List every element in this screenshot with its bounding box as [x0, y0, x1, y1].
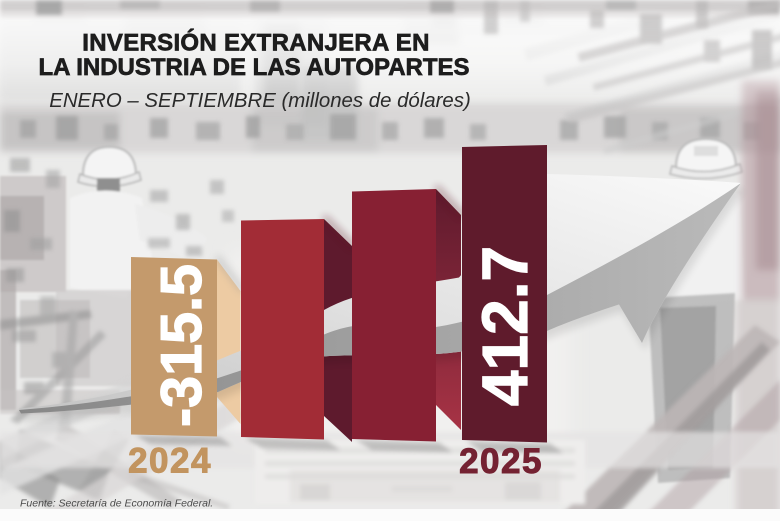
- svg-text:2025: 2025: [459, 442, 543, 481]
- svg-text:412.7: 412.7: [469, 246, 541, 406]
- svg-text:2024: 2024: [128, 442, 212, 481]
- svg-text:INVERSIÓN EXTRANJERA EN: INVERSIÓN EXTRANJERA EN: [82, 29, 429, 57]
- svg-text:ENERO – SEPTIEMBRE (millones d: ENERO – SEPTIEMBRE (millones de dólares): [49, 90, 471, 112]
- svg-text:LA INDUSTRIA DE LAS AUTOPARTES: LA INDUSTRIA DE LAS AUTOPARTES: [38, 54, 469, 81]
- svg-text:-315.5: -315.5: [150, 264, 214, 427]
- svg-text:Fuente: Secretaría de Economía: Fuente: Secretaría de Economía Federal.: [20, 498, 213, 510]
